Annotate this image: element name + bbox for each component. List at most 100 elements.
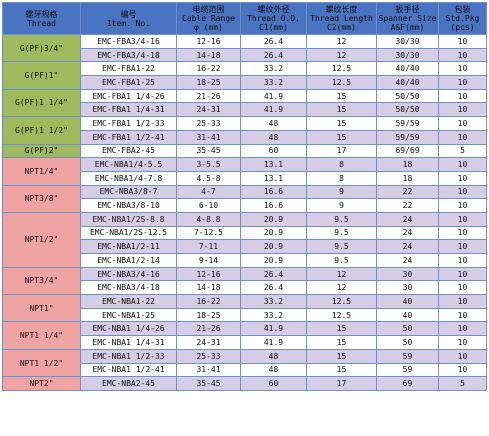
- spanner-size-cell: 18: [376, 157, 439, 172]
- cable-range-cell: 4-8.8: [176, 211, 241, 227]
- header-row: 螺牙规格 Thread 编号 Item. No. 电缆范围 Cable Rang…: [2, 2, 487, 35]
- spanner-size-cell: 30: [376, 280, 439, 296]
- table-row: EMC-FBA1 1/2-41 31-41 48 15 59/59 10: [3, 129, 487, 145]
- table-row: NPT3/8" EMC-NBA3/8-7 4-7 16.6 9 22 10: [2, 184, 487, 213]
- spanner-size-cell: 59: [376, 348, 439, 364]
- thread-length-cell: 9: [306, 198, 377, 213]
- table-row: EMC-FBA1 1/4-31 24-31 41.9 15 50/50 10: [3, 102, 487, 118]
- thread-length-cell: 17: [306, 143, 377, 159]
- table-row: NPT1/2" EMC-NBA1/2S-8.8 4-8.8 20.9 9.5 24 10: [2, 211, 487, 268]
- table-row: EMC-NBA1/2-11 7-11 20.9 9.5 24 10: [3, 239, 487, 254]
- item-cell: EMC-NBA1-25: [80, 307, 177, 323]
- thread-length-cell: 15: [306, 88, 377, 104]
- std-pkg-cell: 10: [438, 34, 487, 49]
- thread-od-cell: 26.4: [240, 34, 307, 49]
- item-cell: EMC-NBA3/8-7: [80, 184, 177, 200]
- thread-length-cell: 15: [306, 335, 377, 350]
- item-cell: EMC-NBA1/2S-12.5: [80, 225, 177, 241]
- std-pkg-cell: 5: [438, 143, 487, 159]
- header-pkg: 包装 Std.Pkg (pcs): [438, 2, 487, 35]
- item-cell: EMC-NBA1 1/4-26: [80, 321, 177, 337]
- thread-od-cell: 16.6: [240, 198, 307, 213]
- thread-od-cell: 13.1: [240, 157, 307, 172]
- header-od-en: Thread O.D.: [247, 14, 300, 23]
- std-pkg-cell: 10: [438, 88, 487, 104]
- spanner-size-cell: 69: [376, 376, 439, 391]
- std-pkg-cell: 10: [438, 239, 487, 254]
- item-cell: EMC-FBA2-45: [80, 143, 177, 159]
- cable-range-cell: 4-7: [176, 184, 241, 200]
- thread-length-cell: 12.5: [306, 75, 377, 90]
- thread-od-cell: 26.4: [240, 47, 307, 63]
- thread-length-cell: 15: [306, 116, 377, 131]
- header-item-en: Item. No.: [106, 18, 151, 28]
- thread-cell: G(PF)1": [2, 61, 81, 90]
- item-cell: EMC-NBA1/4-7.8: [80, 170, 177, 186]
- table-row: G(PF)2" EMC-FBA2-45 35-45 60 17 69/69 5: [2, 143, 487, 159]
- std-pkg-cell: 10: [438, 335, 487, 350]
- std-pkg-cell: 10: [438, 170, 487, 186]
- table-row: G(PF)1" EMC-FBA1-22 16-22 33.2 12.5 40/40 10: [2, 61, 487, 90]
- table-row: G(PF)1 1/4" EMC-FBA1 1/4-26 21-26 41.9 15 50/…: [2, 88, 487, 118]
- cable-range-cell: 4.5-8: [176, 170, 241, 186]
- spanner-size-cell: 24: [376, 253, 439, 268]
- thread-length-cell: 8: [306, 157, 377, 172]
- thread-od-cell: 33.2: [240, 61, 307, 77]
- header-cable-zh: 电缆范围: [192, 5, 225, 14]
- thread-length-cell: 15: [306, 348, 377, 364]
- header-item: 编号 Item. No.: [80, 2, 177, 35]
- std-pkg-cell: 10: [438, 307, 487, 323]
- std-pkg-cell: 10: [438, 253, 487, 268]
- spanner-size-cell: 59/59: [376, 129, 439, 145]
- thread-length-cell: 12.5: [306, 294, 377, 309]
- item-cell: EMC-NBA1 1/4-31: [80, 335, 177, 350]
- thread-length-cell: 15: [306, 129, 377, 145]
- header-spanner-zh: 扳手径: [395, 5, 420, 14]
- cable-range-cell: 25-33: [176, 348, 241, 364]
- cable-range-cell: 24-31: [176, 335, 241, 350]
- item-cell: EMC-FBA1 1/2-33: [80, 116, 177, 131]
- std-pkg-cell: 10: [438, 321, 487, 337]
- table-row: EMC-FBA1-25 18-25 33.2 12.5 40/40 10: [3, 75, 487, 90]
- thread-cell: G(PF)2": [2, 143, 81, 159]
- table-row: EMC-NBA1/2-14 9-14 20.9 9.5 24 10: [3, 253, 487, 268]
- spanner-size-cell: 69/69: [376, 143, 439, 159]
- header-spanner: 扳手径 Spanner Size A&F(mm): [376, 2, 439, 35]
- table-row: G(PF)1 1/2" EMC-FBA1 1/2-33 25-33 48 15 59/59…: [2, 116, 487, 145]
- thread-length-cell: 12.5: [306, 307, 377, 323]
- item-cell: EMC-FBA3/4-18: [80, 47, 177, 63]
- item-cell: EMC-NBA1 1/2-41: [80, 362, 177, 378]
- header-thread-en: Thread: [27, 18, 56, 28]
- cable-range-cell: 14-18: [176, 280, 241, 296]
- header-pkg-zh: 包装: [454, 5, 471, 14]
- header-pkg-en: Std.Pkg: [445, 14, 480, 23]
- thread-length-cell: 8: [306, 170, 377, 186]
- header-thread-zh: 螺牙规格: [25, 9, 58, 19]
- cable-range-cell: 16-22: [176, 61, 241, 77]
- cable-range-cell: 24-31: [176, 102, 241, 118]
- std-pkg-cell: 10: [438, 280, 487, 296]
- cable-range-cell: 7-11: [176, 239, 241, 254]
- cable-range-cell: 7-12.5: [176, 225, 241, 241]
- item-cell: EMC-FBA1-22: [80, 61, 177, 77]
- spanner-size-cell: 50: [376, 335, 439, 350]
- thread-cell: G(PF)1 1/4": [2, 88, 81, 118]
- item-cell: EMC-NBA1 1/2-33: [80, 348, 177, 364]
- thread-length-cell: 12: [306, 47, 377, 63]
- thread-cell: NPT1 1/4": [2, 321, 81, 350]
- item-cell: EMC-FBA1 1/4-26: [80, 88, 177, 104]
- thread-length-cell: 17: [306, 376, 377, 391]
- thread-od-cell: 60: [240, 143, 307, 159]
- thread-od-cell: 60: [240, 376, 307, 391]
- thread-length-cell: 9.5: [306, 225, 377, 241]
- spanner-size-cell: 22: [376, 184, 439, 200]
- header-thread: 螺牙规格 Thread: [2, 2, 81, 35]
- spanner-size-cell: 24: [376, 211, 439, 227]
- std-pkg-cell: 10: [438, 116, 487, 131]
- thread-length-cell: 9: [306, 184, 377, 200]
- thread-length-cell: 9.5: [306, 211, 377, 227]
- table-row: NPT2" EMC-NBA2-45 35-45 60 17 69 5: [2, 376, 487, 391]
- thread-od-cell: 20.9: [240, 239, 307, 254]
- spanner-size-cell: 22: [376, 198, 439, 213]
- header-length-en: Thread Length: [310, 14, 373, 23]
